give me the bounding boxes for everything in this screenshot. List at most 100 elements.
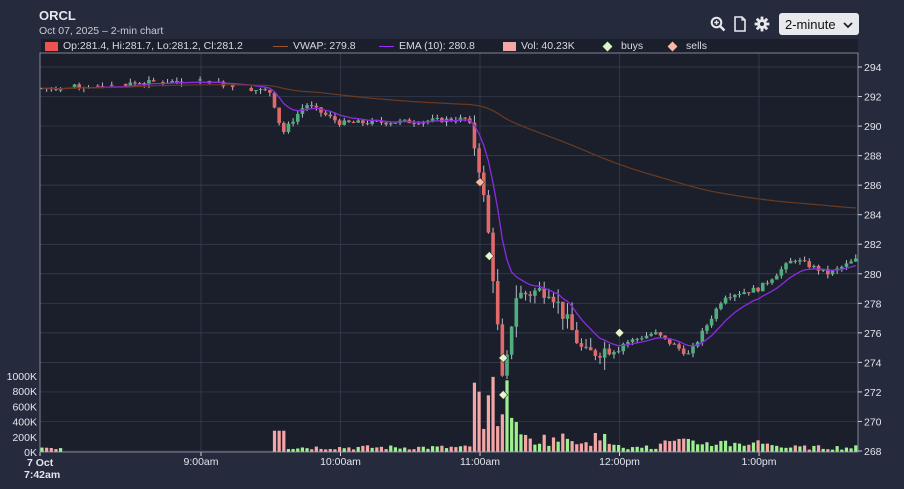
- volume-bar: [496, 426, 500, 452]
- candle-body: [58, 89, 63, 91]
- volume-bar: [700, 444, 704, 452]
- candle-body: [644, 335, 649, 339]
- candle-body: [170, 81, 174, 83]
- candle-body: [853, 258, 858, 262]
- candle-body: [640, 338, 644, 340]
- volume-bar: [737, 443, 742, 452]
- legend-vwap: VWAP: 279.8: [273, 40, 356, 52]
- candle-body: [416, 123, 421, 125]
- candle-body: [291, 121, 295, 124]
- chevron-down-icon: [843, 17, 853, 32]
- volume-bar: [403, 447, 407, 452]
- volume-bar: [547, 445, 551, 452]
- volume-bar: [654, 448, 658, 452]
- candle-body: [128, 82, 133, 86]
- volume-bar: [379, 446, 384, 452]
- volume-bar: [370, 447, 374, 452]
- volume-bar: [658, 443, 663, 452]
- candle-body: [458, 117, 463, 122]
- candle-body: [709, 318, 714, 326]
- volume-bar: [561, 433, 565, 452]
- volume-bar: [361, 445, 365, 452]
- candle-body: [695, 342, 700, 347]
- candle-body: [565, 314, 570, 319]
- axes: 294 292 290 288 286 284 282 280 278 276 274 272 270 2…: [7, 52, 882, 481]
- volume-tick-label: 800K: [12, 386, 37, 398]
- volume-bar: [454, 447, 458, 452]
- volume-tick-label: 200K: [12, 432, 37, 444]
- candle-body: [300, 108, 305, 114]
- candle-body: [760, 282, 765, 292]
- candle-body: [816, 265, 821, 271]
- candle-body: [807, 261, 812, 268]
- candle-body: [681, 348, 686, 354]
- candle-body: [630, 339, 635, 343]
- gear-icon[interactable]: [753, 15, 771, 33]
- candle-body: [551, 296, 556, 303]
- candle-body: [295, 113, 300, 122]
- price-tick-label: 280: [864, 269, 882, 281]
- volume-bar: [821, 448, 825, 452]
- candle-body: [137, 83, 142, 85]
- document-icon[interactable]: [731, 15, 749, 33]
- volume-tick-label: 0K: [24, 447, 37, 459]
- candle-body: [342, 120, 347, 125]
- candle-body: [347, 120, 351, 123]
- vwap-line: [42, 84, 856, 209]
- candle-body: [379, 120, 384, 123]
- volume-bar: [296, 448, 300, 452]
- price-tick-label: 290: [864, 121, 882, 133]
- volume-bar: [612, 444, 616, 452]
- volume-bar: [617, 444, 621, 452]
- candle-body: [667, 338, 672, 344]
- interval-select[interactable]: 2-minute: [779, 13, 859, 35]
- candle-body: [770, 279, 774, 283]
- volume-bar: [621, 447, 625, 452]
- candle-body: [788, 260, 793, 264]
- trade-markers: [475, 177, 625, 400]
- legend-sells: sells: [667, 40, 708, 52]
- candle-body: [309, 105, 314, 107]
- candle-body: [514, 298, 519, 327]
- candle-body: [747, 292, 751, 294]
- candle-body: [463, 117, 467, 119]
- volume-bar: [338, 447, 342, 452]
- legend-sells-text: sells: [686, 40, 708, 52]
- volume-bar: [510, 417, 514, 452]
- volume-bar: [565, 438, 570, 452]
- candle-body: [230, 84, 235, 88]
- volume-bar: [682, 438, 686, 452]
- magnify-plus-icon[interactable]: [709, 15, 727, 33]
- price-tick-label: 276: [864, 328, 882, 340]
- time-tick-label: 12:00pm: [599, 456, 640, 468]
- time-tick-label: 7:42am: [24, 469, 60, 481]
- ema-line: [42, 81, 856, 347]
- candle-body: [574, 329, 579, 344]
- candle-body: [719, 303, 723, 309]
- volume-bar: [603, 433, 607, 452]
- volume-bar: [816, 445, 821, 452]
- volume-bar: [765, 443, 769, 452]
- volume-bar: [710, 446, 714, 452]
- grid: [40, 53, 858, 452]
- volume-bar: [417, 446, 421, 452]
- volume-bar: [328, 448, 332, 452]
- legend-vwap-text: VWAP: 279.8: [293, 40, 356, 52]
- candle-body: [663, 335, 667, 339]
- candle-body: [677, 344, 681, 349]
- candle-body: [477, 148, 481, 173]
- volume-bar: [589, 445, 593, 452]
- candle-body: [319, 107, 323, 113]
- candle-body: [254, 90, 258, 92]
- volume-bars: [40, 376, 858, 452]
- volume-bar: [812, 445, 816, 452]
- volume-bar: [40, 447, 44, 452]
- legend-ohlc: Op:281.4, Hi:281.7, Lo:281.2, Cl:281.2: [45, 40, 243, 52]
- candle-body: [151, 80, 156, 82]
- volume-bar: [798, 446, 802, 452]
- legend-buys: buys: [602, 40, 643, 52]
- price-tick-label: 288: [864, 151, 882, 163]
- volume-bar: [393, 447, 397, 452]
- candle-body: [742, 292, 746, 295]
